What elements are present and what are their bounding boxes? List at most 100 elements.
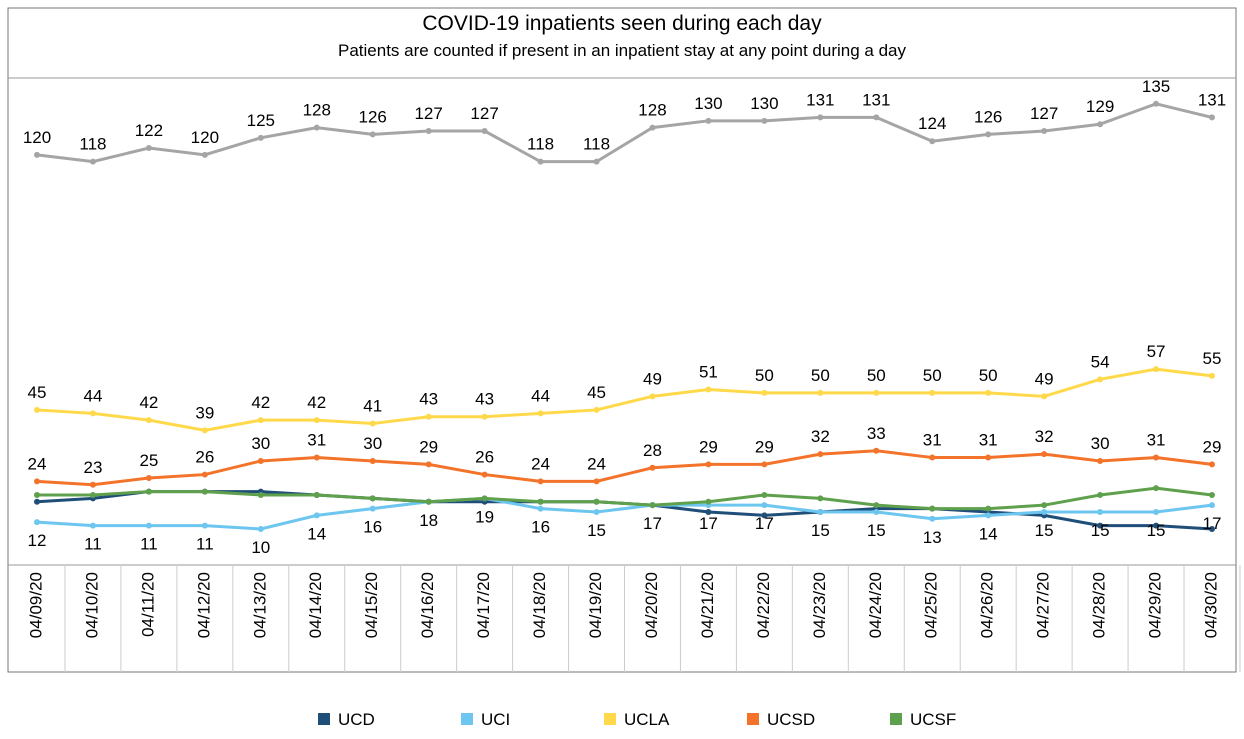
data-point bbox=[369, 457, 376, 464]
data-point bbox=[369, 495, 376, 502]
data-point bbox=[705, 498, 712, 505]
data-label: 127 bbox=[414, 104, 442, 123]
data-point bbox=[929, 454, 936, 461]
data-label: 43 bbox=[419, 390, 438, 409]
data-label: 30 bbox=[363, 434, 382, 453]
data-label: 13 bbox=[923, 528, 942, 547]
data-point bbox=[1097, 522, 1104, 529]
legend-label: UCI bbox=[481, 710, 510, 729]
legend-swatch bbox=[318, 713, 330, 725]
data-point bbox=[145, 417, 152, 424]
data-point bbox=[817, 508, 824, 515]
data-label: 29 bbox=[1203, 437, 1222, 456]
data-label: 128 bbox=[303, 101, 331, 120]
data-label: 118 bbox=[79, 135, 106, 154]
data-point bbox=[537, 158, 544, 165]
data-point bbox=[817, 389, 824, 396]
data-label: 127 bbox=[1030, 104, 1058, 123]
chart-subtitle: Patients are counted if present in an in… bbox=[338, 41, 906, 60]
data-label: 14 bbox=[979, 524, 998, 543]
data-point bbox=[817, 495, 824, 502]
data-point bbox=[34, 498, 40, 505]
data-label: 15 bbox=[1035, 521, 1054, 540]
chart-frame bbox=[7, 7, 1237, 673]
data-point bbox=[201, 471, 208, 478]
data-label: 26 bbox=[475, 448, 494, 467]
data-point bbox=[873, 114, 880, 121]
data-point bbox=[145, 522, 152, 529]
data-point bbox=[481, 413, 488, 420]
data-point bbox=[1209, 502, 1215, 509]
data-point bbox=[313, 124, 320, 131]
data-label: 42 bbox=[139, 393, 158, 412]
x-tick-label: 04/17/20 bbox=[474, 572, 493, 638]
data-point bbox=[1153, 508, 1160, 515]
data-point bbox=[649, 124, 656, 131]
data-point bbox=[257, 134, 264, 141]
data-point bbox=[1097, 508, 1104, 515]
data-point bbox=[1153, 485, 1160, 492]
data-point bbox=[1153, 100, 1160, 107]
data-point bbox=[873, 508, 880, 515]
data-point bbox=[89, 158, 96, 165]
data-label: 54 bbox=[1091, 352, 1110, 371]
x-tick-label: 04/28/20 bbox=[1090, 572, 1109, 638]
data-label: 14 bbox=[307, 524, 326, 543]
data-label: 15 bbox=[1091, 521, 1110, 540]
data-label: 43 bbox=[475, 390, 494, 409]
x-tick-label: 04/11/20 bbox=[138, 572, 157, 637]
data-point bbox=[145, 474, 152, 481]
data-point bbox=[873, 447, 880, 454]
data-label: 28 bbox=[643, 441, 662, 460]
data-point bbox=[34, 519, 40, 526]
data-label: 131 bbox=[1198, 90, 1226, 109]
data-label: 55 bbox=[1203, 349, 1222, 368]
data-point bbox=[985, 389, 992, 396]
data-label: 29 bbox=[419, 437, 438, 456]
data-point bbox=[1153, 366, 1160, 373]
data-label: 125 bbox=[247, 111, 275, 130]
data-point bbox=[705, 508, 712, 515]
x-tick-label: 04/27/20 bbox=[1034, 572, 1053, 638]
legend-label: UCSF bbox=[910, 710, 956, 729]
data-point bbox=[761, 117, 768, 124]
data-label: 50 bbox=[811, 366, 830, 385]
data-point bbox=[34, 151, 40, 158]
data-point bbox=[481, 471, 488, 478]
data-point bbox=[761, 491, 768, 498]
data-point bbox=[257, 525, 264, 532]
data-point bbox=[649, 464, 656, 471]
data-label: 31 bbox=[923, 431, 942, 450]
data-label: 19 bbox=[475, 507, 494, 526]
data-label: 33 bbox=[867, 424, 886, 443]
data-point bbox=[201, 522, 208, 529]
data-label: 130 bbox=[694, 94, 722, 113]
data-label: 128 bbox=[638, 101, 666, 120]
x-tick-label: 04/09/20 bbox=[26, 572, 45, 638]
data-point bbox=[369, 420, 376, 427]
data-label: 120 bbox=[191, 128, 219, 147]
data-label: 31 bbox=[979, 431, 998, 450]
x-tick-label: 04/20/20 bbox=[642, 572, 661, 638]
data-label: 45 bbox=[28, 383, 47, 402]
data-point bbox=[537, 505, 544, 512]
data-label: 17 bbox=[643, 514, 662, 533]
data-label: 10 bbox=[251, 538, 270, 557]
data-label: 129 bbox=[1086, 97, 1114, 116]
x-tick-label: 04/24/20 bbox=[866, 572, 885, 638]
data-point bbox=[313, 512, 320, 519]
data-point bbox=[89, 491, 96, 498]
data-label: 49 bbox=[643, 369, 662, 388]
legend-swatch bbox=[747, 713, 759, 725]
data-point bbox=[985, 454, 992, 461]
data-label: 124 bbox=[918, 114, 946, 133]
data-point bbox=[593, 498, 600, 505]
legend-label: UCLA bbox=[624, 710, 670, 729]
data-point bbox=[1209, 461, 1215, 468]
data-point bbox=[593, 406, 600, 413]
legend-swatch bbox=[461, 713, 473, 725]
data-point bbox=[929, 515, 936, 522]
data-label: 11 bbox=[140, 535, 158, 554]
data-point bbox=[873, 389, 880, 396]
series-line bbox=[36, 367, 1213, 432]
